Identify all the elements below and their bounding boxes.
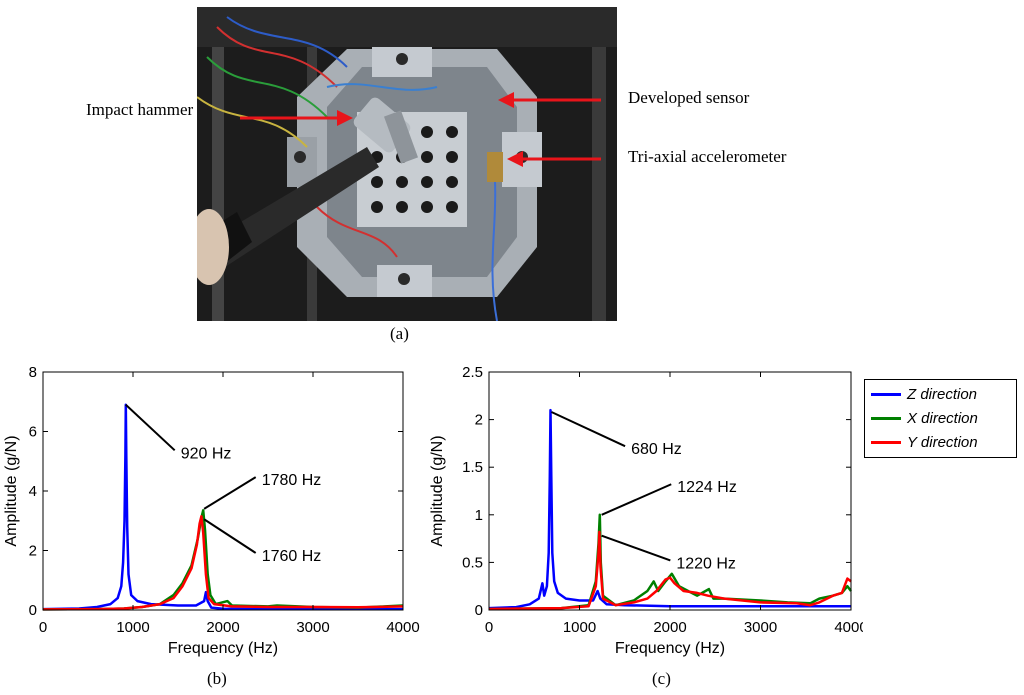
caption-c: (c) [652, 669, 671, 688]
chart-c-xtick-label: 3000 [744, 619, 777, 636]
caption-a: (a) [390, 324, 409, 343]
chart-b-ytick-label: 0 [29, 602, 37, 619]
chart-b-annotation-label: 1760 Hz [262, 548, 322, 565]
chart-c-xtick-label: 4000 [834, 619, 863, 636]
chart-b-ytick-label: 8 [29, 364, 37, 381]
legend-label-z: Z direction [907, 385, 978, 403]
chart-c-annotation-line [601, 534, 671, 562]
legend-item-z: Z direction [871, 383, 977, 405]
legend: Z direction X direction Y direction [864, 379, 1017, 458]
chart-c-ytick-label: 2 [475, 412, 483, 429]
developed-sensor-callout: Developed sensor [628, 88, 750, 107]
impact-hammer-callout: Impact hammer [86, 100, 194, 119]
legend-swatch-x [871, 416, 901, 420]
chart-b-annotation-line [125, 403, 176, 452]
chart-b-ytick-label: 2 [29, 543, 37, 560]
chart-c-xtick-label: 2000 [653, 619, 686, 636]
chart-c-ylabel: Amplitude (g/N) [429, 435, 446, 546]
chart-c-xlabel: Frequency (Hz) [615, 640, 725, 657]
legend-item-y: Y direction [871, 431, 978, 453]
chart-b-annotation-line [203, 476, 257, 510]
caption-b: (b) [207, 669, 227, 688]
chart-c-annotation-line [551, 411, 626, 448]
chart-c-frequency-response: 0 1000 2000 3000 4000 0 0.5 1 1.5 2 2.5 Frequency (… [429, 364, 863, 657]
chart-b-series-z-direction [42, 403, 403, 611]
chart-b-ylabel: Amplitude (g/N) [3, 435, 20, 546]
chart-c-annotation-label: 680 Hz [631, 441, 682, 458]
legend-swatch-y [871, 440, 901, 444]
legend-item-x: X direction [871, 407, 978, 429]
chart-c-ytick-label: 0.5 [462, 554, 483, 571]
chart-b-annotation-line [203, 518, 257, 554]
chart-c-annotation-line [601, 483, 672, 516]
chart-b-ytick-label: 6 [29, 424, 37, 441]
accelerometer-callout: Tri-axial accelerometer [628, 147, 787, 166]
chart-b-xlabel: Frequency (Hz) [168, 640, 278, 657]
chart-c-xtick-label: 0 [485, 619, 493, 636]
chart-c-series-y-direction [488, 530, 852, 611]
chart-c-ytick-label: 2.5 [462, 364, 483, 381]
chart-b-xtick-label: 3000 [296, 619, 329, 636]
legend-label-x: X direction [907, 409, 978, 427]
experimental-setup-photo [197, 7, 617, 321]
chart-b-axes-box [42, 371, 404, 611]
legend-label-y: Y direction [907, 433, 978, 451]
chart-b-xtick-label: 0 [39, 619, 47, 636]
chart-b-frequency-response: 0 1000 2000 3000 4000 0 2 4 6 8 Frequency (Hz) Ampl… [3, 364, 420, 657]
chart-b-xtick-label: 2000 [206, 619, 239, 636]
chart-b-series-x-direction [42, 509, 404, 611]
chart-b-series-y-direction [42, 515, 404, 611]
chart-b-xtick-label: 4000 [386, 619, 419, 636]
legend-swatch-z [871, 392, 901, 396]
chart-b-annotation-label: 1780 Hz [262, 472, 322, 489]
chart-c-annotation-label: 1220 Hz [676, 555, 736, 572]
chart-c-series-z-direction [488, 408, 851, 610]
chart-c-annotation-label: 1224 Hz [677, 479, 737, 496]
chart-b-ytick-label: 4 [29, 483, 37, 500]
chart-c-xtick-label: 1000 [563, 619, 596, 636]
chart-b-xtick-label: 1000 [116, 619, 149, 636]
chart-c-ytick-label: 1 [475, 507, 483, 524]
chart-c-ytick-label: 1.5 [462, 459, 483, 476]
chart-b-annotation-label: 920 Hz [181, 445, 232, 462]
chart-c-series-x-direction [488, 513, 852, 611]
chart-c-ytick-label: 0 [475, 602, 483, 619]
